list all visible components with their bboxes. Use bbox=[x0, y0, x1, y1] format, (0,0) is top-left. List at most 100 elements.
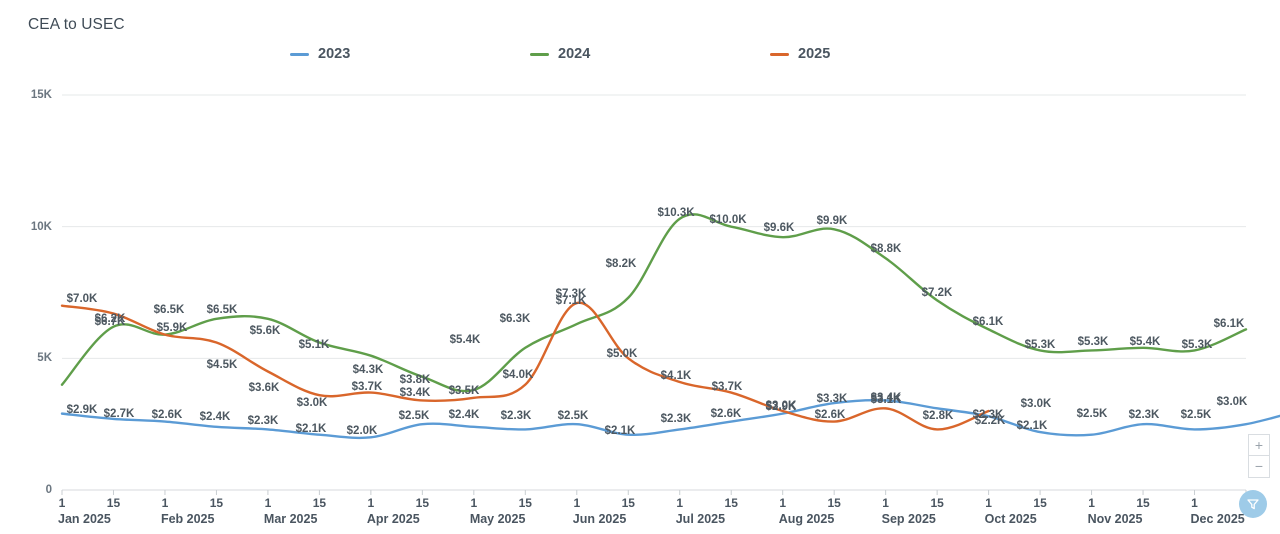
data-point-label: $6.1K bbox=[1213, 318, 1245, 330]
data-point-label: $5.1K bbox=[298, 339, 330, 351]
data-point-label: $2.6K bbox=[151, 409, 183, 421]
data-point-label: $4.0K bbox=[502, 369, 534, 381]
data-point-label: $3.0K bbox=[1216, 396, 1248, 408]
data-point-label: $6.5K bbox=[153, 304, 185, 316]
x-axis-day-label: 1 bbox=[367, 496, 375, 510]
data-point-label: $3.4K bbox=[870, 392, 902, 404]
x-axis-day-label: 15 bbox=[209, 496, 224, 510]
data-point-label: $6.5K bbox=[206, 304, 238, 316]
data-point-label: $2.4K bbox=[448, 409, 480, 421]
x-axis-day-label: 15 bbox=[930, 496, 944, 510]
data-point-label: $7.3K bbox=[555, 288, 587, 300]
legend-item-2023[interactable]: 2023 bbox=[290, 46, 350, 62]
data-point-label: $2.1K bbox=[295, 423, 327, 435]
filter-funnel-icon[interactable] bbox=[1239, 490, 1267, 518]
data-point-label: $8.2K bbox=[605, 258, 637, 270]
x-axis-day-label: 1 bbox=[264, 496, 272, 510]
data-point-label: $5.4K bbox=[1129, 336, 1161, 348]
zoom-controls[interactable]: + − bbox=[1248, 434, 1270, 478]
data-point-label: $3.0K bbox=[296, 397, 328, 409]
x-axis-month-label: Apr 2025 bbox=[366, 512, 420, 526]
data-point-label: $4.1K bbox=[660, 370, 692, 382]
data-point-label: $7.2K bbox=[921, 287, 953, 299]
legend-swatch-2024 bbox=[530, 52, 549, 56]
x-axis-month-label: Dec 2025 bbox=[1190, 512, 1245, 526]
zoom-out-button[interactable]: − bbox=[1248, 456, 1270, 478]
x-axis-day-label: 1 bbox=[676, 496, 684, 510]
data-point-label: $3.7K bbox=[711, 381, 743, 393]
series-line-2025[interactable] bbox=[60, 301, 990, 431]
data-point-label: $3.8K bbox=[399, 374, 431, 386]
data-point-label: $3.5K bbox=[448, 385, 480, 397]
x-axis-day-label: 15 bbox=[621, 496, 635, 510]
x-axis-day-label: 1 bbox=[882, 496, 889, 510]
data-point-label: $8.8K bbox=[870, 243, 902, 255]
legend-item-2025[interactable]: 2025 bbox=[770, 46, 830, 62]
x-axis-month-label: Jul 2025 bbox=[675, 512, 726, 526]
data-point-label: $2.7K bbox=[103, 408, 135, 420]
data-point-label: $4.3K bbox=[352, 364, 384, 376]
data-point-label: $9.6K bbox=[763, 222, 795, 234]
data-point-label: $5.6K bbox=[249, 325, 281, 337]
x-axis-month-label: Oct 2025 bbox=[984, 512, 1037, 526]
legend-swatch-2023 bbox=[290, 52, 309, 56]
data-point-label: $2.9K bbox=[66, 404, 98, 416]
data-point-label: $6.1K bbox=[972, 316, 1004, 328]
x-axis-day-label: 15 bbox=[106, 496, 121, 510]
y-axis-tick-label: 15K bbox=[30, 89, 52, 101]
data-point-label: $6.7K bbox=[94, 316, 126, 328]
data-point-label: $2.5K bbox=[398, 410, 430, 422]
data-point-label: $2.6K bbox=[814, 409, 846, 421]
data-point-label: $2.9K bbox=[765, 401, 797, 413]
x-axis-day-label: 15 bbox=[724, 496, 738, 510]
x-axis-day-label: 15 bbox=[827, 496, 841, 510]
x-axis-day-label: 1 bbox=[1191, 496, 1198, 510]
data-point-label: $2.3K bbox=[1128, 409, 1160, 421]
data-point-label: $7.1K bbox=[555, 295, 587, 307]
x-axis-day-label: 1 bbox=[470, 496, 478, 510]
data-point-label: $2.5K bbox=[1180, 409, 1212, 421]
data-point-label: $6.3K bbox=[499, 313, 531, 325]
data-point-label: $2.1K bbox=[604, 425, 636, 437]
series-line-2023[interactable] bbox=[60, 398, 1280, 440]
x-axis-month-label: Jun 2025 bbox=[572, 512, 627, 526]
data-point-label: $3.4K bbox=[399, 387, 431, 399]
chart-legend: 2023 2024 2025 bbox=[290, 46, 990, 70]
x-axis-day-label: 1 bbox=[161, 496, 169, 510]
data-point-label: $3.0K bbox=[1020, 398, 1052, 410]
data-point-label: $5.3K bbox=[1181, 339, 1213, 351]
data-point-label: $2.5K bbox=[557, 410, 589, 422]
legend-label-2025: 2025 bbox=[798, 46, 831, 62]
series-line-2024[interactable] bbox=[60, 213, 1248, 393]
legend-label-2023: 2023 bbox=[318, 46, 351, 62]
x-axis-day-label: 15 bbox=[518, 496, 532, 510]
x-axis-day-label: 1 bbox=[985, 496, 992, 510]
legend-swatch-2025 bbox=[770, 52, 789, 56]
x-axis-day-label: 15 bbox=[1033, 496, 1047, 510]
data-point-label: $5.9K bbox=[156, 322, 188, 334]
data-point-label: $2.8K bbox=[922, 410, 954, 422]
x-axis-month-label: Feb 2025 bbox=[160, 512, 215, 526]
data-point-label: $5.0K bbox=[606, 348, 638, 360]
data-point-label: $5.4K bbox=[449, 334, 481, 346]
x-axis-day-label: 15 bbox=[1136, 496, 1150, 510]
x-axis-day-label: 1 bbox=[779, 496, 787, 510]
x-axis-day-label: 15 bbox=[415, 496, 430, 510]
data-point-label: $2.5K bbox=[1076, 408, 1108, 420]
x-axis-day-label: 15 bbox=[312, 496, 327, 510]
data-point-label: $2.3K bbox=[972, 409, 1004, 421]
data-point-label: $2.2K bbox=[974, 415, 1006, 427]
legend-item-2024[interactable]: 2024 bbox=[530, 46, 590, 62]
x-axis-day-label: 1 bbox=[1088, 496, 1095, 510]
data-point-label: $6.2K bbox=[94, 313, 126, 325]
data-point-label: $3.3K bbox=[816, 393, 848, 405]
data-point-label: $2.3K bbox=[660, 413, 692, 425]
data-point-label: $7.0K bbox=[66, 293, 98, 305]
x-axis-month-label: Jan 2025 bbox=[58, 512, 111, 526]
data-point-label: $2.0K bbox=[346, 425, 378, 437]
y-axis-tick-label: 5K bbox=[37, 352, 52, 365]
zoom-in-button[interactable]: + bbox=[1248, 434, 1270, 456]
data-point-label: $10.0K bbox=[709, 214, 747, 226]
